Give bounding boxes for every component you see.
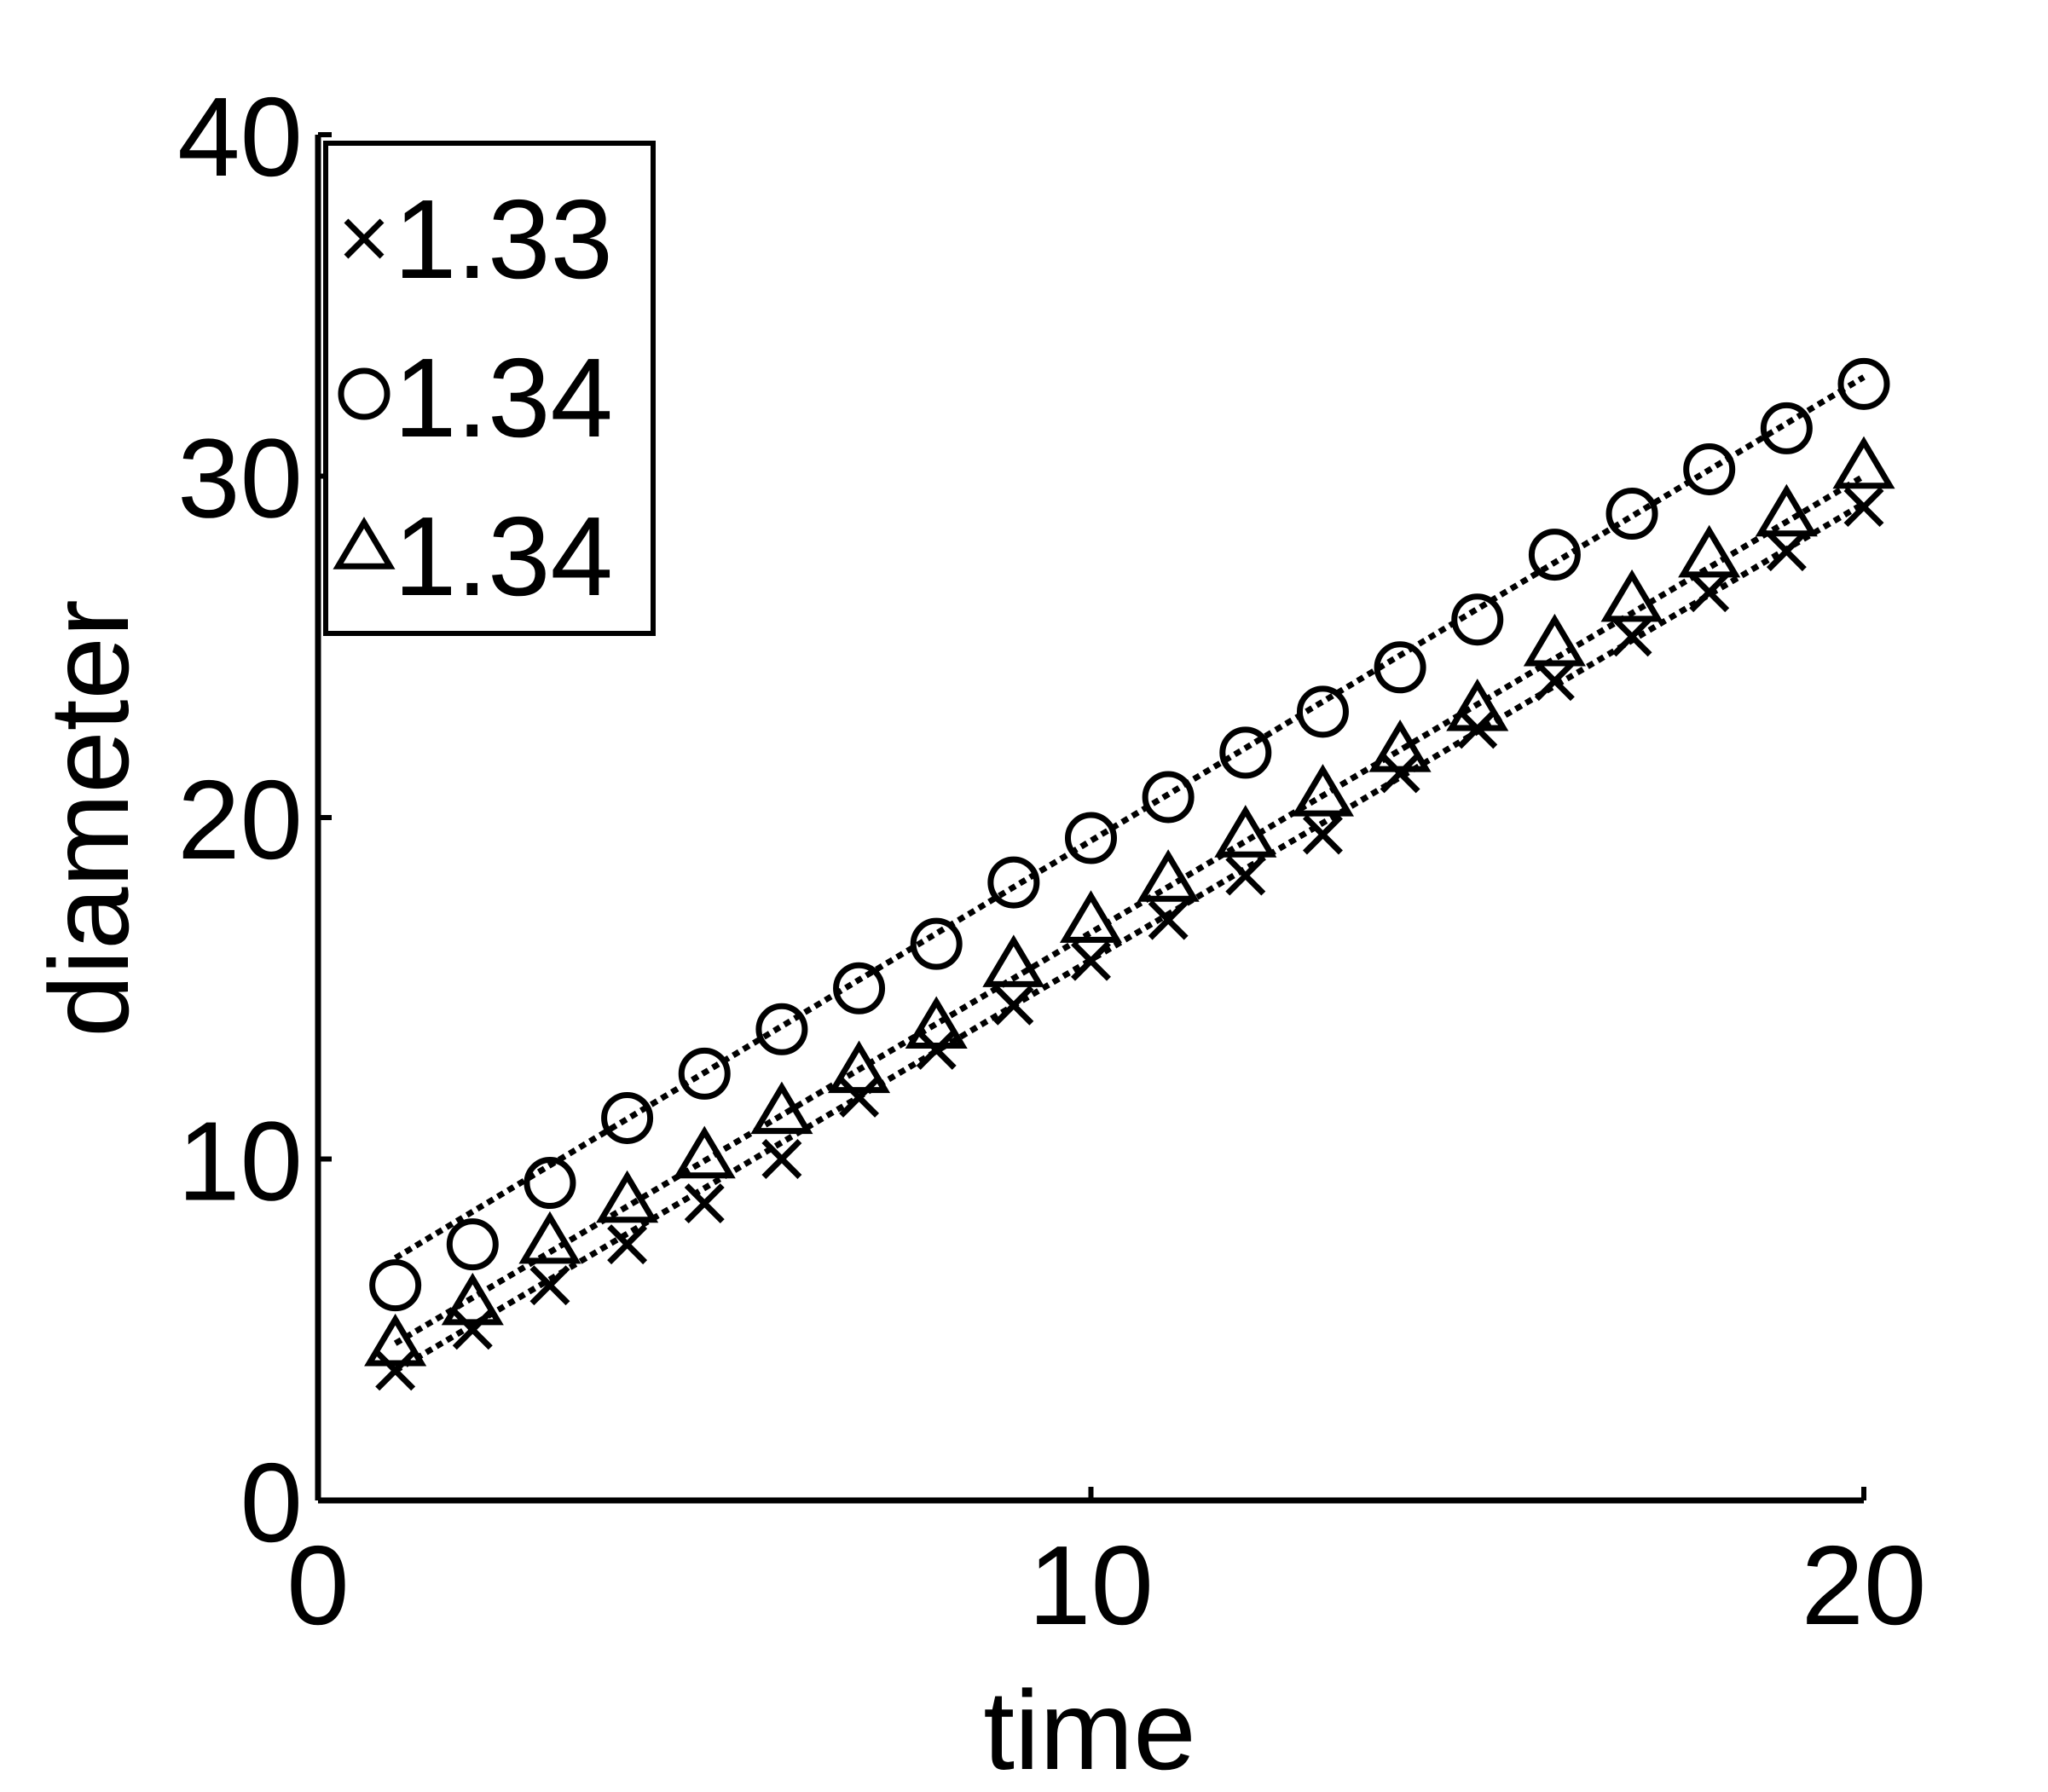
data-point-s2-13 [1296,685,1349,738]
x-axis-label: time [983,1668,1195,1792]
data-point-s2-16 [1528,529,1581,581]
data-point-s3-18 [1678,524,1741,578]
legend-marker-x-icon [344,218,385,259]
data-point-s1-17 [1611,616,1652,657]
data-point-s3-20 [1832,436,1895,489]
legend: 1.33 1.34 1.34 [323,141,656,636]
data-point-s3-19 [1755,483,1818,537]
legend-marker-shape-1 [344,218,385,259]
y-tick-label: 10 [177,1099,303,1224]
data-markers [364,357,1895,1391]
x-tick-label: 10 [1028,1523,1154,1648]
legend-marker-triangle-icon [333,517,396,569]
data-point-s3-3 [518,1211,581,1264]
x-tick-label: 0 [286,1523,349,1648]
legend-marker-shape-2 [338,367,391,420]
y-tick-label: 30 [177,416,303,541]
data-point-s3-10 [1059,890,1123,943]
data-point-s2-2 [446,1218,499,1271]
data-point-s2-8 [910,917,963,970]
data-point-s1-20 [1843,487,1884,528]
data-point-s2-12 [1219,726,1272,779]
data-point-s3-8 [905,996,968,1049]
data-point-s3-11 [1137,849,1200,902]
data-point-s2-20 [1837,357,1890,410]
data-point-s3-13 [1291,764,1354,817]
data-point-s1-9 [993,985,1034,1026]
data-point-s1-4 [607,1224,648,1265]
data-point-s1-19 [1766,531,1807,572]
data-point-s1-12 [1225,855,1266,896]
data-point-s3-1 [364,1313,427,1367]
legend-entry-3: 1.34 [333,494,613,619]
data-point-s1-5 [684,1183,725,1224]
data-point-s3-14 [1368,720,1432,772]
data-point-s1-13 [1302,814,1343,855]
data-point-s2-10 [1065,812,1117,864]
legend-entry-1: 1.33 [344,176,613,302]
data-point-s2-4 [601,1091,654,1144]
legend-label-1: 1.33 [394,176,613,302]
data-point-s1-7 [839,1077,880,1118]
legend-marker-circle-icon [338,367,391,420]
data-point-s3-5 [673,1125,736,1179]
x-tick-label: 20 [1802,1523,1927,1648]
legend-label-3: 1.34 [394,494,613,619]
legend-marker-shape-3 [333,517,396,569]
legend-entry-2: 1.34 [338,335,613,460]
legend-label-2: 1.34 [394,335,613,460]
data-point-s3-7 [828,1040,891,1094]
data-point-s2-7 [833,962,886,1015]
ticks: 0 10 20 0 10 20 30 40 [177,74,1926,1648]
data-point-s2-14 [1374,641,1426,694]
data-point-s1-1 [375,1350,416,1391]
data-point-s3-9 [982,934,1045,987]
data-point-s3-4 [596,1170,659,1223]
data-point-s1-6 [761,1139,802,1179]
data-point-s3-6 [750,1081,813,1135]
data-point-s2-5 [678,1047,731,1100]
data-point-s2-1 [369,1259,422,1312]
data-point-s1-14 [1380,753,1420,794]
data-point-s3-16 [1523,613,1586,667]
y-tick-label: 20 [177,757,303,882]
data-point-s1-8 [916,1029,957,1070]
data-point-s2-6 [755,1003,808,1055]
data-point-s2-15 [1451,593,1504,646]
fit-line-series-2 [393,374,1866,1261]
data-point-s3-12 [1214,805,1277,858]
data-point-s1-11 [1148,899,1189,940]
data-point-s2-19 [1760,402,1813,454]
data-point-s3-15 [1446,678,1509,731]
data-point-s1-18 [1689,572,1730,613]
data-point-s1-3 [529,1265,570,1306]
data-point-s1-16 [1534,661,1575,702]
data-point-s1-2 [452,1309,493,1350]
data-point-s2-9 [987,856,1040,909]
y-tick-label: 40 [177,74,303,199]
data-point-s3-2 [441,1272,504,1326]
data-point-s2-11 [1142,771,1195,824]
data-point-s1-10 [1071,940,1111,981]
data-point-s2-3 [524,1157,576,1210]
y-tick-label: 0 [240,1440,303,1565]
data-point-s3-17 [1600,569,1663,622]
y-axis-label: diameter [26,599,152,1038]
data-point-s2-18 [1683,442,1736,495]
data-point-s2-17 [1605,488,1658,540]
